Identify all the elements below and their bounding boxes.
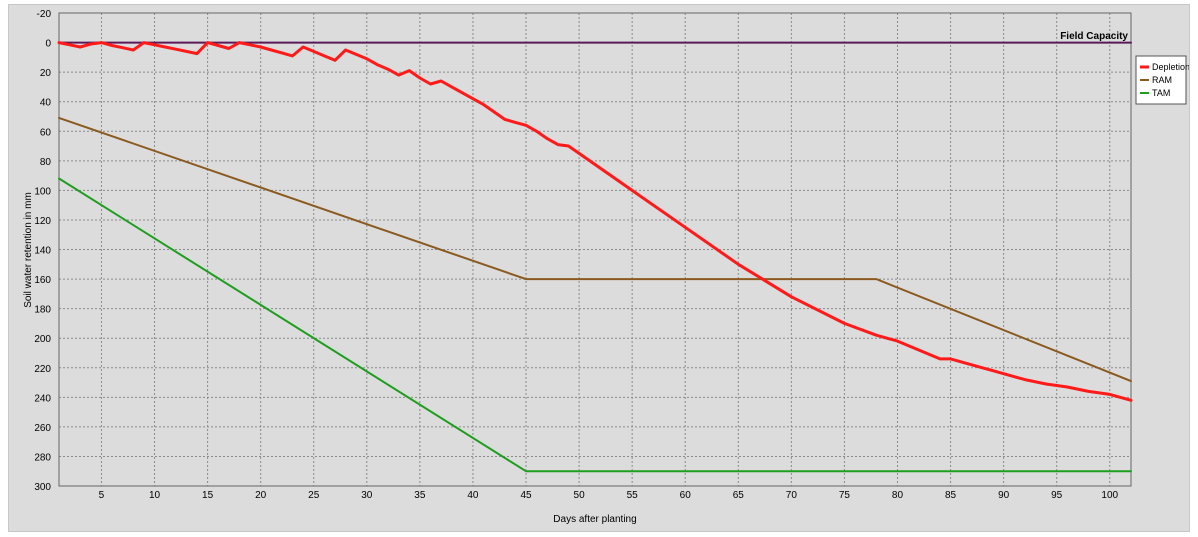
x-tick-label: 90 bbox=[998, 490, 1010, 501]
field-capacity-label: Field Capacity bbox=[1060, 31, 1128, 42]
series-line-depletion bbox=[57, 41, 1133, 402]
x-tick-label: 85 bbox=[945, 490, 957, 501]
x-tick-label: 5 bbox=[99, 490, 105, 501]
legend: Depletion RAM TAM bbox=[1135, 55, 1189, 105]
x-tick-label: 30 bbox=[361, 490, 373, 501]
y-tick-label: 280 bbox=[34, 452, 51, 463]
y-tick-label: 120 bbox=[34, 216, 51, 227]
x-tick-label: 65 bbox=[733, 490, 745, 501]
x-axis-label: Days after planting bbox=[553, 514, 636, 525]
x-tick-label: 60 bbox=[680, 490, 692, 501]
legend-label-depletion: Depletion bbox=[1152, 62, 1189, 72]
x-tick-label: 75 bbox=[839, 490, 851, 501]
y-tick-label: 60 bbox=[40, 127, 52, 138]
x-tick-label: 55 bbox=[627, 490, 639, 501]
x-tick-label: 95 bbox=[1051, 490, 1063, 501]
x-tick-label: 80 bbox=[892, 490, 904, 501]
y-tick-label: 220 bbox=[34, 364, 51, 375]
y-tick-label: 0 bbox=[45, 39, 51, 50]
y-tick-label: 160 bbox=[34, 275, 51, 286]
series-line-ram bbox=[58, 116, 1132, 383]
x-tick-label: 40 bbox=[467, 490, 479, 501]
series-line-tam bbox=[58, 177, 1132, 473]
x-tick-label: 20 bbox=[255, 490, 267, 501]
y-tick-label: 20 bbox=[40, 68, 52, 79]
y-tick-label: 80 bbox=[40, 157, 52, 168]
x-tick-label: 70 bbox=[786, 490, 798, 501]
tick-labels: 5 10 15 20 25 30 35 40 45 50 55 60 65 70 75 80 85 90 95 100… bbox=[34, 9, 1118, 501]
x-tick-label: 15 bbox=[202, 490, 214, 501]
y-tick-label: -20 bbox=[37, 9, 52, 20]
x-tick-label: 25 bbox=[308, 490, 320, 501]
legend-label-tam: TAM bbox=[1152, 88, 1170, 98]
series-lines bbox=[57, 41, 1133, 473]
y-tick-label: 40 bbox=[40, 98, 52, 109]
y-tick-label: 300 bbox=[34, 482, 51, 493]
x-tick-label: 50 bbox=[574, 490, 586, 501]
y-tick-label: 200 bbox=[34, 334, 51, 345]
legend-label-ram: RAM bbox=[1152, 75, 1172, 85]
x-tick-label: 100 bbox=[1101, 490, 1118, 501]
x-tick-label: 35 bbox=[414, 490, 426, 501]
plot-area bbox=[58, 12, 1132, 487]
y-tick-label: 180 bbox=[34, 305, 51, 316]
y-tick-label: 100 bbox=[34, 186, 51, 197]
x-tick-label: 45 bbox=[520, 490, 532, 501]
y-axis-label: Soil water retention in mm bbox=[23, 192, 34, 308]
chart-frame: 5 10 15 20 25 30 35 40 45 50 55 60 65 70 75 80 85 90 95 100… bbox=[8, 4, 1190, 532]
x-tick-label: 10 bbox=[149, 490, 161, 501]
y-tick-label: 240 bbox=[34, 393, 51, 404]
y-tick-label: 140 bbox=[34, 246, 51, 257]
chart: 5 10 15 20 25 30 35 40 45 50 55 60 65 70 75 80 85 90 95 100… bbox=[23, 9, 1189, 525]
y-tick-label: 260 bbox=[34, 423, 51, 434]
grid bbox=[59, 13, 1131, 486]
